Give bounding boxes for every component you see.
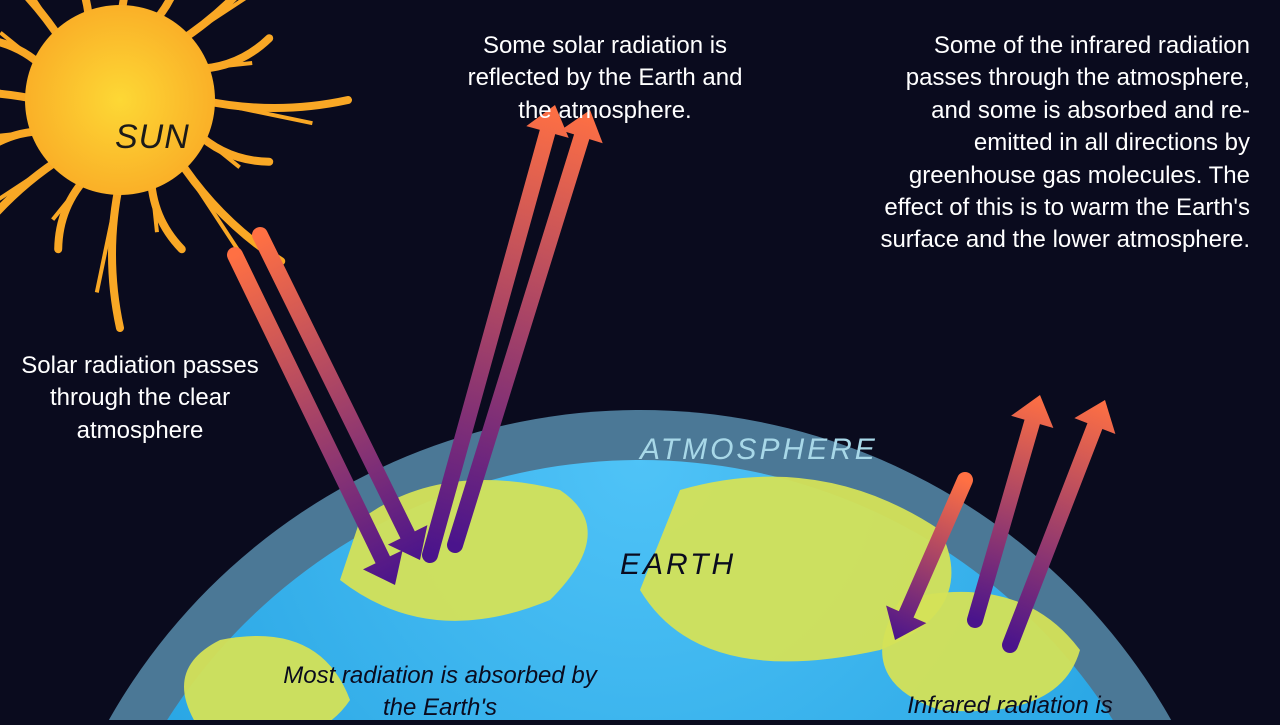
caption-reflected: Some solar radiation is reflected by the… bbox=[450, 30, 760, 127]
caption-emitted: Infrared radiation is bbox=[880, 690, 1140, 722]
caption-absorbed: Most radiation is absorbed by the Earth'… bbox=[280, 660, 600, 725]
caption-infrared: Some of the infrared radiation passes th… bbox=[880, 30, 1250, 257]
sun-label: SUN bbox=[115, 115, 190, 161]
caption-passes-through: Solar radiation passes through the clear… bbox=[20, 350, 260, 447]
atmosphere-label: ATMOSPHERE bbox=[640, 430, 878, 471]
arrow-incoming-2 bbox=[260, 235, 408, 535]
earth-label: EARTH bbox=[620, 545, 736, 586]
sun-icon bbox=[0, 0, 348, 328]
